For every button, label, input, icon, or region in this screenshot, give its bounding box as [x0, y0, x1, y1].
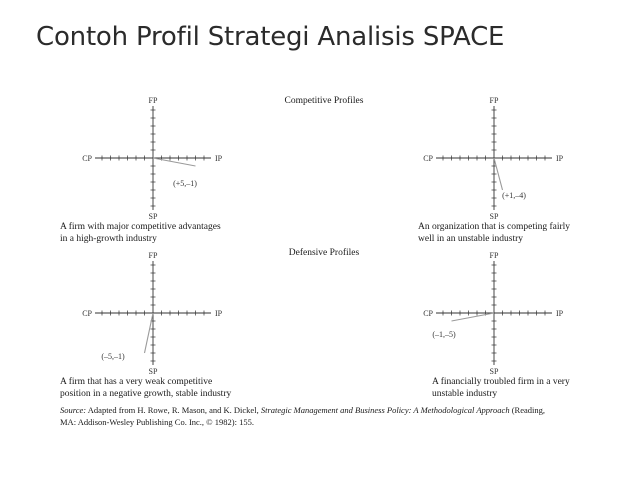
plot-top-left-label-ip: IP [215, 154, 223, 163]
plot-bottom-right-label-fp: FP [490, 251, 499, 260]
plot-bottom-right-label-sp: SP [490, 367, 499, 376]
plot-bottom-right-label-ip: IP [556, 309, 564, 318]
plot-bottom-right-direction-vector [451, 312, 495, 322]
plot-top-right-label-fp: FP [490, 96, 499, 105]
caption-bottom-left-line1: A firm that has a very weak competitive [60, 377, 213, 387]
caption-top-right: An organization that is competing fairly… [418, 222, 570, 245]
plot-top-left-label-cp: CP [82, 154, 92, 163]
competitive-profiles-label: Competitive Profiles [284, 96, 364, 106]
plot-top-right-label-ip: IP [556, 154, 564, 163]
plot-top-right-label-sp: SP [490, 212, 499, 221]
source-book-title: Strategic Management and Business Policy… [260, 405, 510, 415]
plot-top-right-direction-vector [493, 157, 504, 191]
caption-bottom-left-line2: position in a negative growth, stable in… [60, 388, 232, 399]
slide-title: Contoh Profil Strategi Analisis SPACE [36, 22, 505, 52]
caption-top-right-line2: well in an unstable industry [418, 233, 524, 244]
caption-bottom-right: A financially troubled firm in a very un… [432, 377, 570, 400]
source-text1: Adapted from H. Rowe, R. Mason, and K. D… [86, 405, 261, 415]
plot-top-right-point-label: (+1,–4) [502, 191, 526, 200]
caption-top-left-line2: in a high-growth industry [60, 233, 157, 244]
caption-bottom-left: A firm that has a very weak competitive … [60, 377, 231, 400]
plot-bottom-left-direction-vector [143, 312, 154, 354]
plot-bottom-right-point-label: (–1,–5) [432, 330, 456, 339]
source-prefix: Source: [60, 405, 87, 415]
caption-top-left: A firm with major competitive advantages… [60, 222, 221, 245]
caption-bottom-right-line2: unstable industry [432, 388, 498, 399]
source-line1: Source: Adapted from H. Rowe, R. Mason, … [60, 405, 600, 417]
plot-top-left-direction-vector [152, 157, 196, 167]
caption-top-right-line1: An organization that is competing fairly [418, 222, 571, 232]
source-note: Source: Adapted from H. Rowe, R. Mason, … [60, 405, 600, 428]
plot-top-left-label-fp: FP [149, 96, 158, 105]
plot-bottom-left-label-fp: FP [149, 251, 158, 260]
caption-top-left-line1: A firm with major competitive advantages [60, 222, 221, 232]
plot-top-right-label-cp: CP [423, 154, 433, 163]
plot-bottom-left-label-cp: CP [82, 309, 92, 318]
source-text2: (Reading, [509, 405, 545, 415]
plot-top-left-point-label: (+5,–1) [173, 179, 197, 188]
defensive-profiles-label: Defensive Profiles [288, 248, 360, 258]
caption-bottom-right-line1: A financially troubled firm in a very [432, 377, 570, 387]
plot-bottom-left-label-ip: IP [215, 309, 223, 318]
plot-top-left-label-sp: SP [149, 212, 158, 221]
plot-bottom-left-point-label: (–5,–1) [101, 352, 125, 361]
plot-bottom-left-label-sp: SP [149, 367, 158, 376]
plot-bottom-right-label-cp: CP [423, 309, 433, 318]
source-line2: MA: Addison-Wesley Publishing Co. Inc., … [60, 416, 254, 427]
